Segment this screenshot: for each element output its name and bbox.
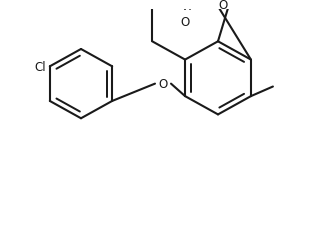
Text: O: O [158,78,167,91]
Text: Cl: Cl [34,60,46,74]
Text: O: O [218,0,228,12]
Text: O: O [181,16,190,28]
